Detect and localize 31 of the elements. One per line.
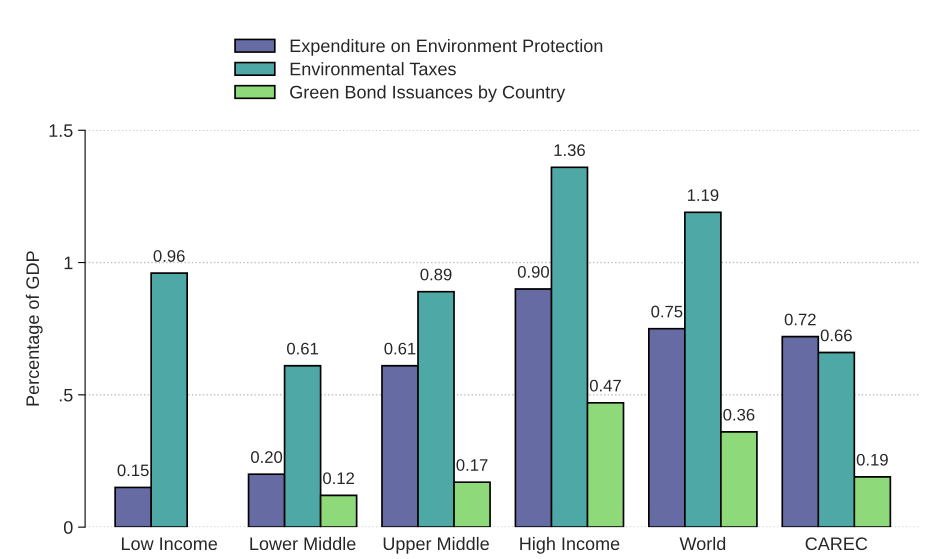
x-tick-label: Low Income — [122, 538, 218, 550]
data-label: 0.20 — [251, 451, 282, 463]
y-tick-label: .5 — [60, 388, 73, 402]
x-tick-label: High Income — [520, 536, 620, 554]
y-tick-label: 0 — [64, 521, 73, 534]
data-label: 0.72 — [784, 314, 816, 326]
x-tick-label: Upper Middle — [384, 536, 489, 554]
x-tick-label: CAREC — [806, 537, 868, 550]
legend-label: Green Bond Issuances by Country — [290, 85, 566, 102]
data-label: 0.19 — [856, 454, 888, 466]
data-label: 0.36 — [723, 408, 754, 421]
data-label: 1.36 — [554, 144, 585, 156]
data-label: 0.17 — [456, 459, 488, 471]
data-label: 0.61 — [384, 342, 416, 355]
y-tick-label: 1 — [64, 256, 72, 270]
data-label: 0.61 — [287, 342, 318, 355]
data-label: 0.75 — [651, 306, 682, 318]
y-axis-title: Percentage of GDP — [26, 251, 43, 406]
data-label: 0.90 — [518, 266, 549, 278]
data-label: 1.19 — [688, 189, 718, 202]
data-label: 0.66 — [820, 329, 852, 342]
data-label: 0.89 — [420, 268, 452, 280]
y-tick-label: 1.5 — [50, 124, 73, 137]
data-label: 0.12 — [323, 472, 354, 484]
x-tick-label: Lower Middle — [250, 536, 356, 550]
data-label: 0.96 — [154, 250, 185, 262]
data-label: 0.47 — [590, 380, 621, 392]
legend-label: Environmental Taxes — [290, 62, 456, 76]
x-tick-label: World — [680, 536, 726, 550]
data-label: 0.15 — [118, 464, 149, 476]
legend-label: Expenditure on Environment Protection — [290, 38, 602, 56]
